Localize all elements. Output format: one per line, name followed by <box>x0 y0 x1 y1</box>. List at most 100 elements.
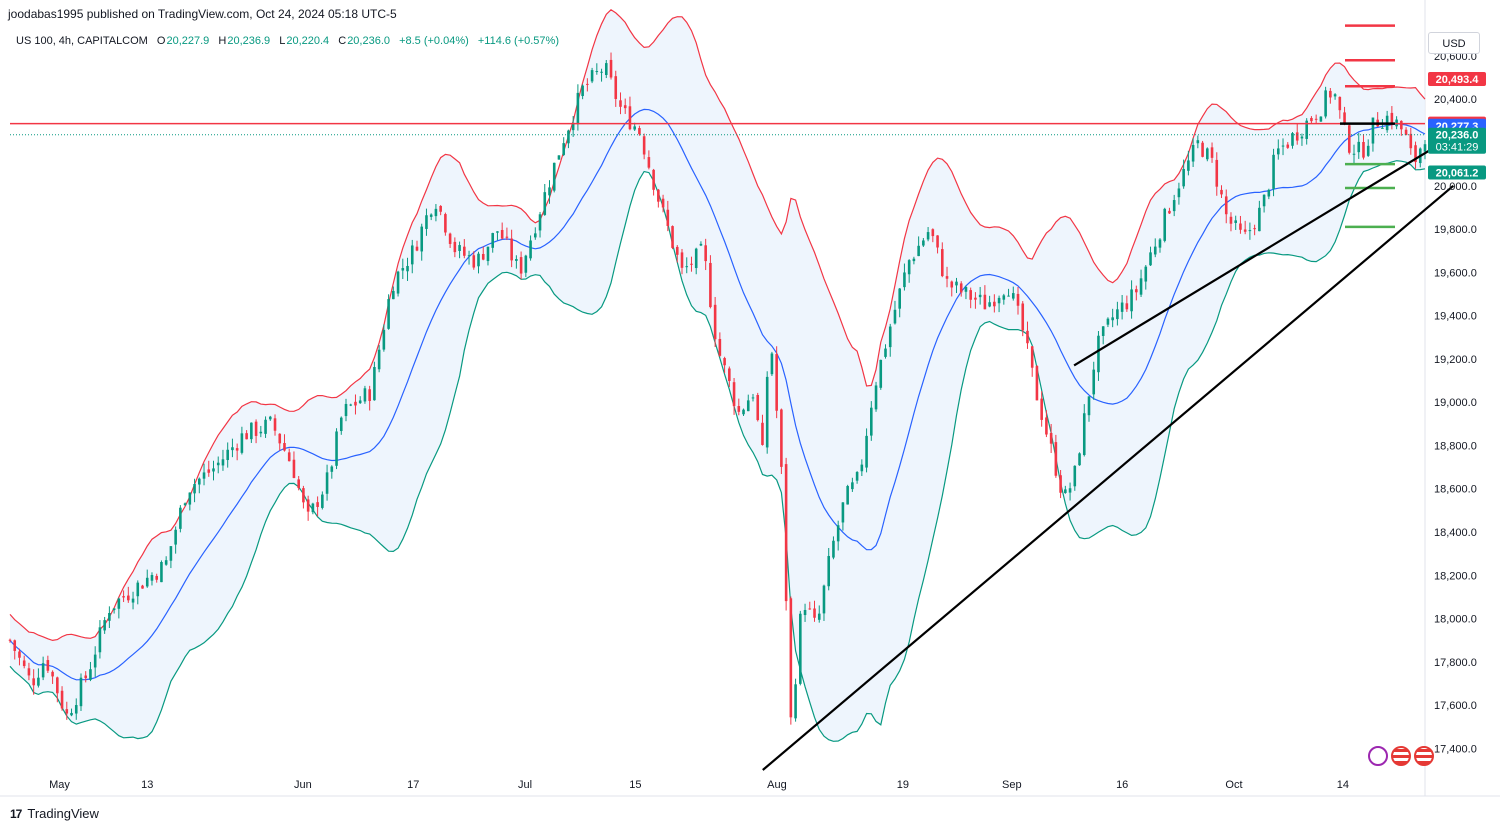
candle-body <box>1191 144 1195 162</box>
horizontal-levels[interactable] <box>10 24 1425 229</box>
candle-body <box>145 577 149 587</box>
candle-body <box>680 252 684 268</box>
candle-body <box>931 229 935 237</box>
candle-body <box>1045 417 1048 435</box>
candle-body <box>108 613 111 621</box>
candle-body <box>884 348 887 357</box>
candle-body <box>519 257 523 274</box>
candle-body <box>945 276 949 279</box>
candle-body <box>903 272 906 288</box>
price-tick-label: 18,000.0 <box>1434 614 1477 626</box>
trendlines[interactable] <box>762 135 1455 771</box>
candle-body <box>1357 141 1361 153</box>
candle-body <box>179 507 182 529</box>
candle-body <box>60 690 64 709</box>
time-tick-label: Jun <box>294 779 312 791</box>
candle-body <box>472 255 476 268</box>
price-axis[interactable]: 17,400.0 17,600.0 17,800.0 18,000.0 18,200.0… <box>1434 51 1477 755</box>
candle-body <box>1125 303 1129 310</box>
candle-body <box>728 368 731 381</box>
candle-body <box>1011 293 1015 299</box>
candle-body <box>671 226 674 248</box>
time-tick-label: Jul <box>518 779 532 791</box>
time-tick-label: 16 <box>1116 779 1128 791</box>
candle-body <box>1040 398 1043 420</box>
trendline <box>1073 135 1454 367</box>
currency-selector[interactable]: USD <box>1428 32 1480 54</box>
candle-body <box>1291 133 1294 146</box>
candle-body <box>1097 335 1100 373</box>
candle-body <box>888 326 892 348</box>
us-flag-icon[interactable] <box>1414 746 1434 766</box>
candle-body <box>174 529 177 545</box>
candle-body <box>131 598 135 603</box>
symbol-label[interactable]: US 100, 4h, CAPITALCOM <box>16 35 148 47</box>
candle-body <box>401 268 405 271</box>
open-value: O20,227.9 <box>156 35 210 47</box>
tradingview-logo-icon: 17 <box>10 806 22 821</box>
candle-body <box>993 301 996 307</box>
candle-body <box>694 248 698 269</box>
price-tag <box>1428 72 1486 87</box>
candle-body <box>614 76 618 99</box>
candle-body <box>1324 90 1327 117</box>
candle-body <box>1158 239 1162 248</box>
candle-body <box>221 459 225 466</box>
candle-body <box>1054 442 1058 476</box>
time-tick-label: 14 <box>1337 779 1349 791</box>
footer-brand[interactable]: 17 TradingView <box>10 806 99 821</box>
price-tag-label: 20,061.2 <box>1436 168 1479 180</box>
us-flag-icon[interactable] <box>1391 746 1411 766</box>
candle-body <box>799 613 802 684</box>
candle-body <box>463 246 466 256</box>
candle-body <box>855 472 859 481</box>
candle-body <box>1243 229 1247 232</box>
candle-body <box>18 651 21 658</box>
candle-body <box>93 654 97 668</box>
candle-body <box>74 705 78 714</box>
time-tick-label: 17 <box>407 779 419 791</box>
candle-body <box>254 421 258 436</box>
candle-body <box>325 472 329 494</box>
time-tick-label: 13 <box>141 779 153 791</box>
candle-body <box>1400 120 1403 130</box>
candle-body <box>339 417 343 432</box>
candle-body <box>917 245 920 257</box>
candle-body <box>775 354 778 411</box>
candle-body <box>534 233 537 238</box>
candle-body <box>311 503 315 513</box>
candle-body <box>1381 127 1384 129</box>
candle-body <box>193 484 196 494</box>
candle-body <box>420 226 424 252</box>
price-tick-label: 19,400.0 <box>1434 311 1477 323</box>
event-markers[interactable] <box>1368 746 1434 766</box>
trendline <box>762 184 1455 771</box>
time-tick-label: Aug <box>767 779 787 791</box>
candle-body <box>46 660 50 671</box>
candle-body <box>827 555 831 587</box>
candle-body <box>27 668 31 676</box>
candle-body <box>1253 228 1256 230</box>
candle-body <box>713 304 717 340</box>
candle-body <box>926 232 930 240</box>
event-marker-icon[interactable] <box>1368 746 1388 766</box>
candle-body <box>1352 153 1356 155</box>
candle-body <box>335 431 338 466</box>
candle-body <box>37 677 40 686</box>
candle-body <box>373 367 376 401</box>
candle-body <box>846 486 849 505</box>
candle-body <box>718 338 722 356</box>
candle-body <box>974 297 977 300</box>
candle-body <box>212 468 215 472</box>
candle-body <box>70 712 73 716</box>
candle-body <box>1082 413 1086 456</box>
candle-body <box>330 466 334 472</box>
candle-body <box>496 231 499 233</box>
candle-body <box>1220 189 1223 195</box>
candle-body <box>387 299 390 329</box>
candle-body <box>543 192 547 215</box>
time-axis[interactable]: May 13 Jun 17 Jul 15 Aug 19 Sep 16 Oct 14 <box>49 779 1349 791</box>
candle-body <box>354 401 357 406</box>
candle-body <box>1258 207 1261 232</box>
